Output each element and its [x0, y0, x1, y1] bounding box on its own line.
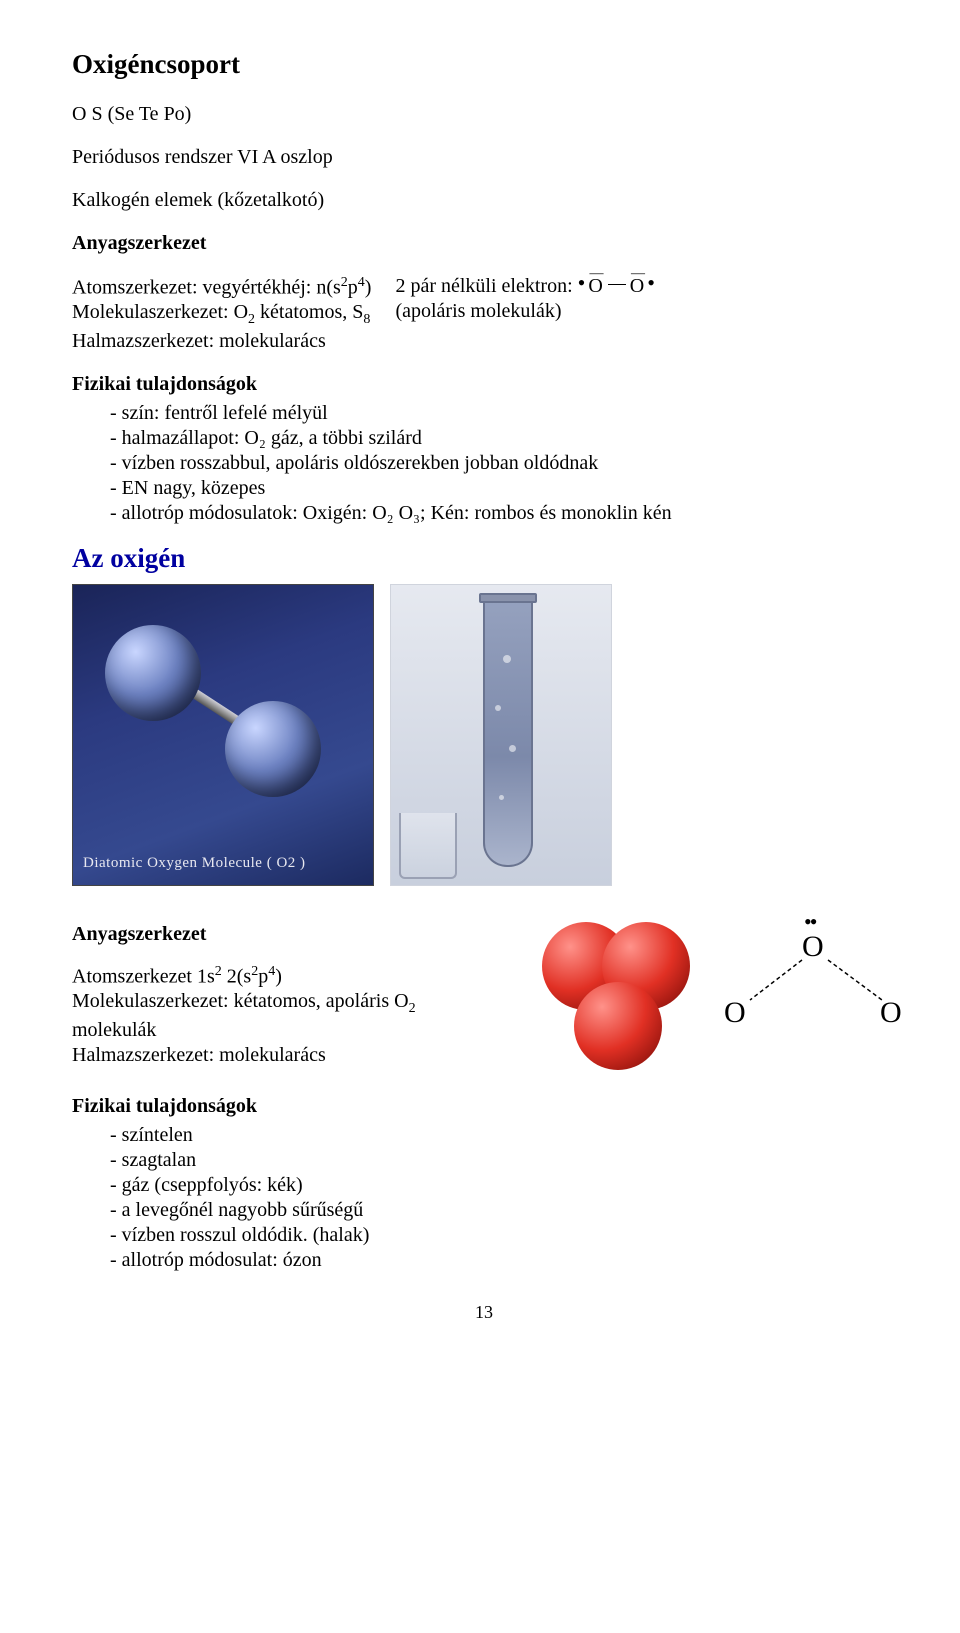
halmaz-line: Halmazszerkezet: molekularács	[72, 329, 371, 354]
list-item: vízben rosszul oldódik. (halak)	[110, 1223, 896, 1248]
atom-sup1: 2	[341, 275, 348, 290]
bubble-icon	[499, 795, 504, 800]
section-heading-anyagszerkezet-2: Anyagszerkezet	[72, 922, 502, 947]
images-row: Diatomic Oxygen Molecule ( O2 )	[72, 584, 896, 886]
list-item: a levegőnél nagyobb sűrűségű	[110, 1198, 896, 1223]
lewis-o2-inline: •—O—O•	[578, 274, 656, 299]
list-item: gáz (cseppfolyós: kék)	[110, 1173, 896, 1198]
mol2-prefix: Molekulaszerkezet: kétatomos, apoláris O	[72, 990, 409, 1012]
bubble-icon	[503, 655, 511, 663]
apolaris-line: (apoláris molekulák)	[395, 299, 655, 324]
ozone-3d-figure	[522, 922, 686, 1082]
section-heading-anyagszerkezet-1: Anyagszerkezet	[72, 231, 896, 256]
list-item: allotróp módosulat: ózon	[110, 1248, 896, 1273]
ozone-lewis-figure: •• O O O	[706, 922, 896, 1042]
test-tube	[483, 595, 533, 867]
mol-structure-line: Molekulaszerkezet: O2 kétatomos, S8	[72, 300, 371, 329]
atom-structure-line-2: Atomszerkezet 1s2 2(s2p4)	[72, 963, 502, 990]
list-item: színtelen	[110, 1123, 896, 1148]
mol-structure-line-2: Molekulaszerkezet: kétatomos, apoláris O…	[72, 989, 502, 1018]
o2-molecule-figure: Diatomic Oxygen Molecule ( O2 )	[72, 584, 374, 886]
mol-sub2: 8	[363, 312, 370, 327]
structure-right: 2 pár nélküli elektron: •—O—O• (apoláris…	[395, 274, 655, 324]
mol-suffix-line: molekulák	[72, 1018, 502, 1043]
page-number: 13	[72, 1301, 896, 1324]
mol-mid: kétatomos, S	[255, 301, 363, 323]
atom2-mid2: p	[258, 965, 268, 987]
atom-mid: p	[348, 276, 358, 298]
structure-left: Atomszerkezet: vegyértékhéj: n(s2p4) Mol…	[72, 274, 371, 354]
section-heading-fizikai-1: Fizikai tulajdonságok	[72, 372, 896, 397]
ozone-atom-sphere	[574, 982, 662, 1070]
electron-pair-line: 2 pár nélküli elektron: •—O—O•	[395, 274, 655, 299]
atom-prefix: Atomszerkezet: vegyértékhéj: n(s	[72, 276, 341, 298]
mol-sub: 2	[248, 312, 255, 327]
atom-structure-line: Atomszerkezet: vegyértékhéj: n(s2p4)	[72, 274, 371, 301]
periodic-line: Periódusos rendszer VI A oszlop	[72, 145, 896, 170]
list-item: vízben rosszabbul, apoláris oldószerekbe…	[110, 451, 896, 476]
structure-text-2: Anyagszerkezet Atomszerkezet 1s2 2(s2p4)…	[72, 922, 502, 1068]
heading-oxygen: Az oxigén	[72, 542, 896, 576]
bubble-icon	[509, 745, 516, 752]
atom2-prefix: Atomszerkezet 1s	[72, 965, 215, 987]
beaker-icon	[399, 813, 457, 879]
mol2-sub: 2	[409, 1001, 416, 1016]
o2-atom-sphere	[105, 625, 201, 721]
atom2-s1: 2	[215, 964, 222, 979]
list-item: allotróp módosulatok: Oxigén: O₂ O₃; Kén…	[110, 501, 896, 526]
section-heading-fizikai-2: Fizikai tulajdonságok	[72, 1094, 896, 1119]
o2-figure-caption: Diatomic Oxygen Molecule ( O2 )	[83, 854, 306, 873]
page-title: Oxigéncsoport	[72, 48, 896, 82]
list-item: halmazállapot: O₂ gáz, a többi szilárd	[110, 426, 896, 451]
electron-pair-text: 2 pár nélküli elektron:	[395, 275, 572, 297]
list-item: szagtalan	[110, 1148, 896, 1173]
fizikai-list-1: szín: fentről lefelé mélyül halmazállapo…	[110, 401, 896, 526]
bubble-icon	[495, 705, 501, 711]
atom2-suffix: )	[275, 965, 282, 987]
halmaz-line-2: Halmazszerkezet: molekularács	[72, 1043, 502, 1068]
test-tube-figure	[390, 584, 612, 886]
elements-line: O S (Se Te Po)	[72, 102, 896, 127]
o2-atom-sphere	[225, 701, 321, 797]
list-item: szín: fentről lefelé mélyül	[110, 401, 896, 426]
mol-prefix: Molekulaszerkezet: O	[72, 301, 248, 323]
kalkogen-line: Kalkogén elemek (kőzetalkotó)	[72, 188, 896, 213]
atom2-mid1: 2(s	[222, 965, 251, 987]
fizikai-list-2: színtelen szagtalan gáz (cseppfolyós: ké…	[110, 1123, 896, 1273]
atom-suffix: )	[365, 276, 372, 298]
lower-structure-row: Anyagszerkezet Atomszerkezet 1s2 2(s2p4)…	[72, 922, 896, 1082]
atom-sup2: 4	[358, 275, 365, 290]
list-item: EN nagy, közepes	[110, 476, 896, 501]
structure-row-1: Atomszerkezet: vegyértékhéj: n(s2p4) Mol…	[72, 274, 896, 354]
ozone-lewis-bonds	[706, 922, 926, 1042]
